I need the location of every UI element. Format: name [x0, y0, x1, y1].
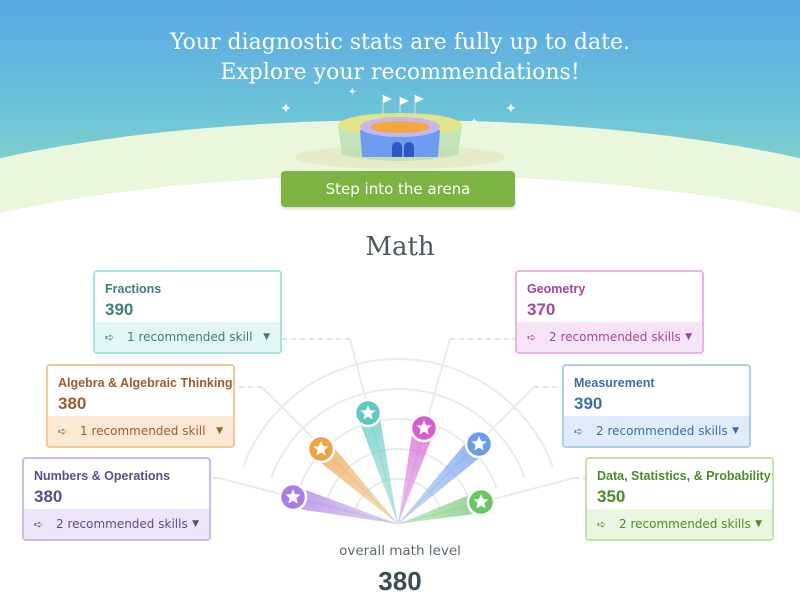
star-icon — [313, 441, 329, 456]
score-beam — [357, 410, 398, 524]
recommended-skills-label: 1 recommended skill — [80, 424, 206, 438]
recommended-skills-toggle[interactable]: ➪ 2 recommended skills ▼ — [517, 322, 702, 352]
domain-name: Measurement — [574, 376, 655, 390]
domain-name: Fractions — [105, 282, 162, 296]
chevron-down-icon: ▼ — [685, 332, 692, 342]
chevron-down-icon: ▼ — [755, 519, 762, 529]
recommended-skills-label: 1 recommended skill — [127, 330, 253, 344]
domain-score: 370 — [527, 300, 556, 319]
score-beam — [313, 441, 398, 524]
star-icon — [285, 489, 301, 504]
banner-line-2: Explore your recommendations! — [220, 60, 580, 85]
banner-line-1: Your diagnostic stats are fully up to da… — [170, 30, 630, 55]
chevron-down-icon: ▼ — [216, 426, 223, 436]
domain-score: 380 — [58, 394, 87, 413]
grid-arc — [242, 358, 554, 468]
recommended-skills-toggle[interactable]: ➪ 2 recommended skills ▼ — [587, 509, 772, 539]
grid-arc — [270, 388, 526, 479]
subject-title: Math — [365, 232, 435, 262]
recommended-skills-label: 2 recommended skills — [56, 517, 188, 531]
score-beam — [398, 425, 435, 524]
signpost-icon: ➪ — [527, 331, 537, 344]
step-into-arena-button[interactable]: Step into the arena — [281, 171, 515, 207]
domain-card[interactable]: Data, Statistics, & Probability 350 ➪ 2 r… — [585, 457, 774, 541]
domain-card[interactable]: Numbers & Operations 380 ➪ 2 recommended … — [22, 457, 211, 541]
domain-name: Numbers & Operations — [34, 469, 171, 483]
signpost-icon: ➪ — [574, 425, 584, 438]
domain-card[interactable]: Algebra & Algebraic Thinking 380 ➪ 1 reco… — [46, 364, 235, 448]
hero-banner: Your diagnostic stats are fully up to da… — [0, 0, 800, 230]
recommended-skills-toggle[interactable]: ➪ 2 recommended skills ▼ — [564, 416, 749, 446]
svg-text:✦: ✦ — [470, 117, 478, 128]
star-icon — [473, 494, 489, 509]
score-beam — [290, 486, 398, 524]
recommended-skills-toggle[interactable]: ➪ 1 recommended skill ▼ — [48, 416, 233, 446]
recommended-skills-label: 2 recommended skills — [549, 330, 681, 344]
signpost-icon: ➪ — [34, 518, 44, 531]
recommended-skills-toggle[interactable]: ➪ 2 recommended skills ▼ — [24, 509, 209, 539]
star-icon — [416, 420, 432, 435]
svg-text:✦: ✦ — [280, 100, 292, 116]
domain-score: 390 — [105, 300, 134, 319]
domain-card[interactable]: Fractions 390 ➪ 1 recommended skill ▼ — [93, 270, 282, 354]
overall-level-value: 380 — [378, 566, 422, 596]
score-beam — [398, 491, 484, 524]
overall-level-label: overall math level — [339, 543, 461, 559]
score-beam — [398, 436, 487, 524]
recommended-skills-toggle[interactable]: ➪ 1 recommended skill ▼ — [95, 322, 280, 352]
star-icon — [471, 436, 487, 451]
star-icon — [360, 405, 376, 420]
arena-illustration: ✦ ✦ ✦ ✦ — [280, 87, 517, 169]
recommended-skills-label: 2 recommended skills — [596, 424, 728, 438]
svg-text:✦: ✦ — [505, 100, 517, 116]
domain-card[interactable]: Measurement 390 ➪ 2 recommended skills ▼ — [562, 364, 751, 448]
recommended-skills-label: 2 recommended skills — [619, 517, 751, 531]
svg-text:✦: ✦ — [348, 87, 356, 98]
domain-card[interactable]: Geometry 370 ➪ 2 recommended skills ▼ — [515, 270, 704, 354]
chevron-down-icon: ▼ — [192, 519, 199, 529]
signpost-icon: ➪ — [597, 518, 607, 531]
domain-score: 390 — [574, 394, 603, 413]
signpost-icon: ➪ — [105, 331, 115, 344]
chevron-down-icon: ▼ — [732, 426, 739, 436]
domain-name: Data, Statistics, & Probability — [597, 469, 771, 483]
domain-name: Geometry — [527, 282, 586, 296]
domain-name: Algebra & Algebraic Thinking — [58, 376, 233, 390]
signpost-icon: ➪ — [58, 425, 68, 438]
domain-score: 350 — [597, 487, 626, 506]
domain-score: 380 — [34, 487, 63, 506]
chevron-down-icon: ▼ — [263, 332, 270, 342]
